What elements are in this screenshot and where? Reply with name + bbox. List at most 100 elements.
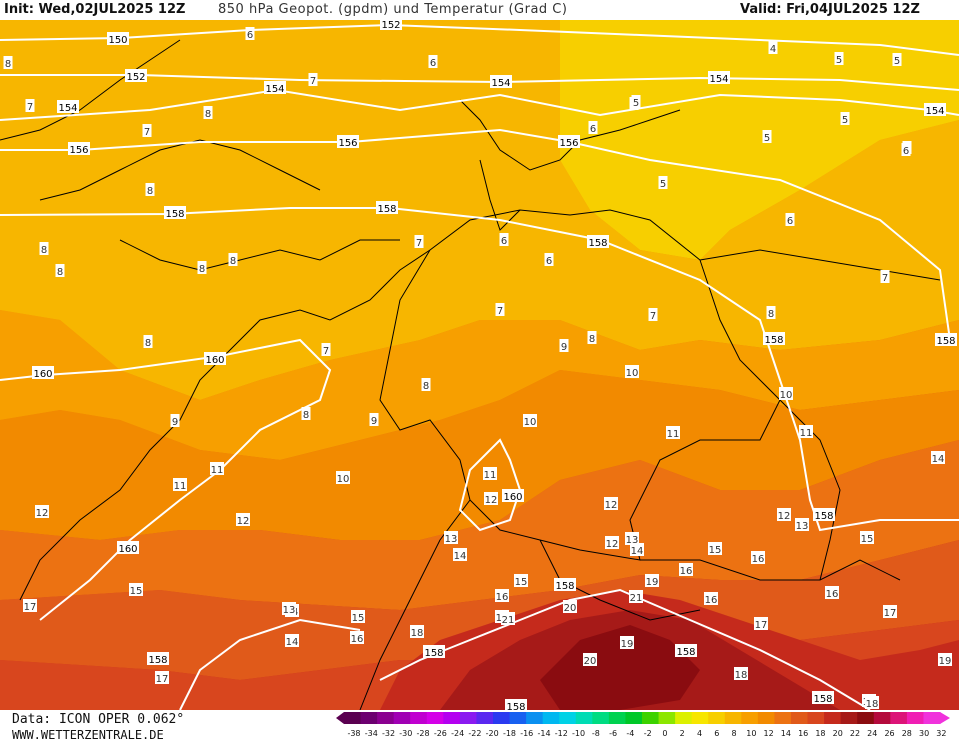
temperature-band-22 <box>540 625 700 710</box>
temperature-label: 8 <box>301 407 311 421</box>
temperature-label: 5 <box>658 176 668 190</box>
geopotential-label-text: 154 <box>709 74 728 85</box>
temperature-label-box <box>795 518 809 531</box>
temperature-label-box <box>514 574 528 587</box>
legend-swatch <box>724 712 742 724</box>
temperature-label: 6 <box>245 27 255 41</box>
temperature-label-text: 12 <box>237 516 250 527</box>
temperature-label-box <box>23 599 37 612</box>
temperature-label-text: 7 <box>882 273 888 284</box>
legend-tick-label: -18 <box>503 729 516 738</box>
temperature-label-text: 11 <box>484 470 497 481</box>
temperature-label-text: 8 <box>145 338 151 349</box>
temperature-label-text: 5 <box>764 133 770 144</box>
temperature-label: 7 <box>648 308 658 322</box>
geopotential-label-box <box>107 32 129 45</box>
temperature-label-box <box>587 331 597 344</box>
temperature-label: 15 <box>351 610 365 624</box>
temperature-label-box <box>245 27 255 40</box>
legend-right-arrow <box>940 712 950 724</box>
temperature-label-text: 12 <box>36 508 49 519</box>
temperature-label-box <box>197 261 207 274</box>
temperature-label-text: 8 <box>303 410 309 421</box>
temperature-label-text: 5 <box>633 98 639 109</box>
geopotential-label-box <box>204 352 226 365</box>
legend-swatch <box>592 712 610 724</box>
legend-swatch <box>377 712 395 724</box>
geopotential-label-text: 158 <box>936 336 955 347</box>
temperature-label: 6 <box>428 55 438 69</box>
temperature-label-box <box>25 99 35 112</box>
temperature-label-box <box>588 121 598 134</box>
legend-tick-label: -24 <box>451 729 464 738</box>
temperature-label-box <box>583 653 597 666</box>
temperature-label-box <box>143 335 153 348</box>
legend-swatch <box>393 712 411 724</box>
temperature-label-text: 21 <box>630 593 643 604</box>
geopotential-label: 158 <box>587 235 609 249</box>
temperature-label-box <box>210 462 224 475</box>
geopotential-label-box <box>505 699 527 710</box>
temperature-label-text: 14 <box>631 546 644 557</box>
temperature-label-box <box>931 451 945 464</box>
temperature-label-text: 8 <box>57 267 63 278</box>
geopotential-label: 158 <box>935 333 957 347</box>
legend-tick-label: -12 <box>555 729 568 738</box>
legend-tick-label: -6 <box>609 729 617 738</box>
temperature-label-text: 16 <box>351 634 364 645</box>
temperature-label-text: 12 <box>606 539 619 550</box>
geopotential-label: 154 <box>708 71 730 85</box>
temperature-label-box <box>860 531 874 544</box>
temperature-label: 10 <box>625 365 639 379</box>
legend-swatch <box>426 712 444 724</box>
temperature-label-text: 16 <box>705 595 718 606</box>
temperature-label: 7 <box>142 124 152 138</box>
temperature-label: 17 <box>754 617 768 631</box>
map-header: Init: Wed,02JUL2025 12Z 850 hPa Geopot. … <box>0 0 959 20</box>
geopotential-label-box <box>337 135 359 148</box>
legend-swatch <box>824 712 842 724</box>
geopotential-label: 152 <box>380 20 402 31</box>
temperature-label: 10 <box>336 471 350 485</box>
temperature-label: 8 <box>39 242 49 256</box>
legend-swatch <box>575 712 593 724</box>
temperature-label-text: 10 <box>626 368 639 379</box>
legend-tick-label: 8 <box>732 729 737 738</box>
temperature-label: 11 <box>210 462 224 476</box>
geopotential-label-text: 160 <box>33 369 52 380</box>
geopotential-label-box <box>763 332 785 345</box>
geopotential-label-text: 158 <box>424 648 443 659</box>
temperature-label-box <box>203 106 213 119</box>
temperature-label-box <box>751 551 765 564</box>
geopotential-label: 156 <box>68 142 90 156</box>
temperature-label-text: 11 <box>211 465 224 476</box>
temperature-label: 11 <box>173 478 187 492</box>
geopotential-label: 158 <box>147 652 169 666</box>
temperature-labels: 6684556776655587656868887678877788998981… <box>3 27 952 710</box>
legend-tick-label: -4 <box>626 729 634 738</box>
geopotential-label-box <box>380 20 402 30</box>
legend-swatch <box>791 712 809 724</box>
legend-swatch <box>526 712 544 724</box>
temperature-label-box <box>351 610 365 623</box>
temperature-label: 8 <box>145 183 155 197</box>
geopotential-label-text: 160 <box>503 492 522 503</box>
temperature-label: 6 <box>544 253 554 267</box>
legend-swatch <box>658 712 676 724</box>
temperature-label: 5 <box>631 95 641 109</box>
legend-tick-label: 20 <box>833 729 843 738</box>
geopotential-label: 158 <box>376 201 398 215</box>
temperature-label-box <box>523 414 537 427</box>
temperature-label-box <box>785 213 795 226</box>
legend-tick-label: 4 <box>697 729 702 738</box>
geopotential-label-box <box>147 652 169 665</box>
weather-map: 6684556776655587656868887678877788998981… <box>0 20 959 710</box>
temperature-label-box <box>754 617 768 630</box>
temperature-label: 18 <box>734 667 748 681</box>
geopotential-label-box <box>587 235 609 248</box>
geopotential-label: 158 <box>554 578 576 592</box>
temperature-label: 12 <box>236 513 250 527</box>
temperature-label: 8 <box>766 306 776 320</box>
temperature-label: 16 <box>704 592 718 606</box>
temperature-label-text: 19 <box>621 639 634 650</box>
